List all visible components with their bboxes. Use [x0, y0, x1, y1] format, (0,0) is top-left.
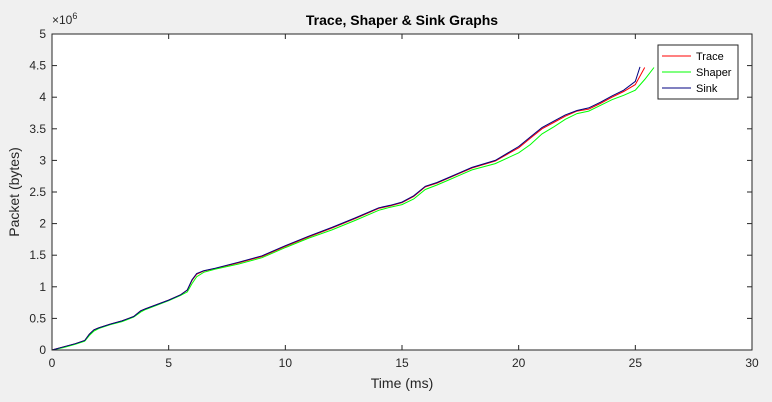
y-tick-label: 4.5	[29, 59, 46, 73]
x-tick-label: 0	[49, 356, 56, 370]
legend-label-trace: Trace	[696, 51, 724, 63]
y-axis-exponent: ×106	[52, 11, 77, 27]
x-axis-label: Time (ms)	[371, 375, 433, 391]
legend-label-shaper: Shaper	[696, 67, 732, 79]
y-tick-label: 2	[39, 217, 46, 231]
y-tick-label: 1.5	[29, 248, 46, 262]
y-tick-label: 3.5	[29, 122, 46, 136]
y-tick-label: 4	[39, 90, 46, 104]
series-lines	[51, 66, 655, 351]
x-tick-label: 25	[629, 356, 643, 370]
y-axis-label: Packet (bytes)	[6, 147, 22, 236]
legend: Trace Shaper Sink	[657, 44, 739, 100]
y-axis-ticks: 0 0.5 1 1.5 2 2.5 3 3.5 4 4.5 5	[29, 27, 752, 357]
y-tick-label: 2.5	[29, 185, 46, 199]
x-tick-label: 15	[395, 356, 409, 370]
y-tick-label: 3	[39, 153, 46, 167]
x-axis-ticks: 0 5 10 15 20 25 30	[49, 34, 759, 370]
x-tick-label: 30	[745, 356, 759, 370]
y-exponent-power: 6	[72, 11, 77, 21]
y-exponent-base: ×10	[52, 13, 73, 27]
y-tick-label: 0.5	[29, 311, 46, 325]
x-tick-label: 5	[165, 356, 172, 370]
x-tick-label: 20	[512, 356, 526, 370]
y-tick-label: 5	[39, 27, 46, 41]
y-tick-label: 0	[39, 343, 46, 357]
x-tick-label: 10	[279, 356, 293, 370]
series-line-sink	[51, 66, 641, 351]
legend-label-sink: Sink	[696, 83, 718, 95]
plot-area	[52, 34, 752, 350]
plot-frame	[51, 33, 753, 351]
series-line-shaper	[51, 67, 655, 351]
y-tick-label: 1	[39, 280, 46, 294]
chart-title: Trace, Shaper & Sink Graphs	[306, 12, 498, 28]
